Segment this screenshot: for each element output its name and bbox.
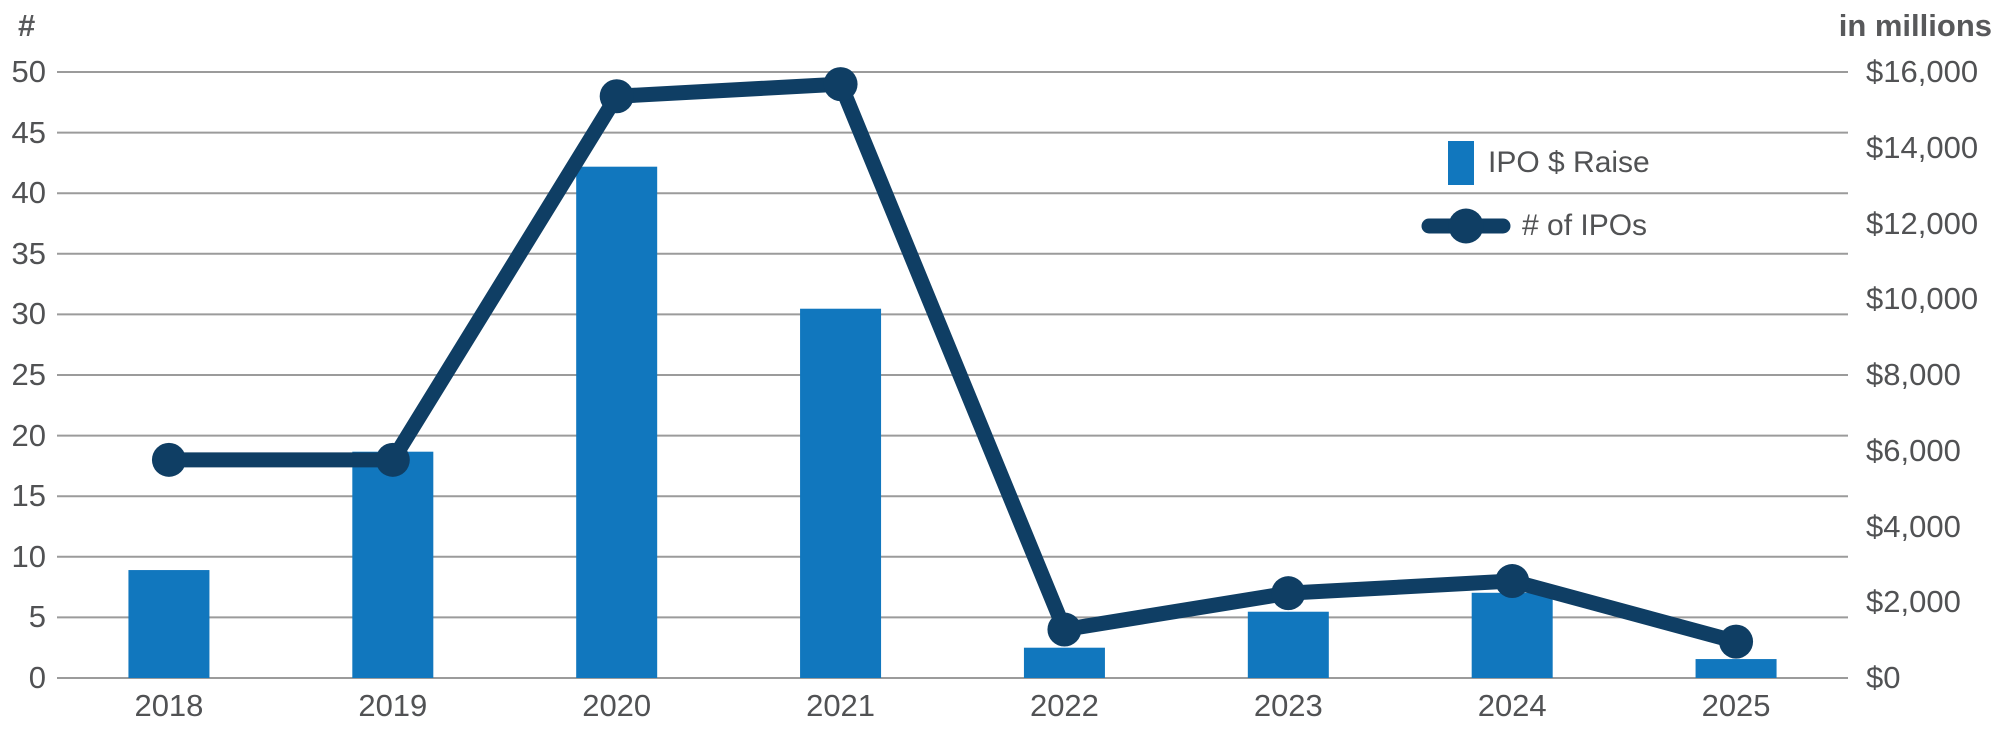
left-tick-15: 15 bbox=[11, 478, 46, 514]
ipos-point-2022 bbox=[1047, 612, 1082, 647]
ipos-point-2021 bbox=[823, 67, 858, 102]
left-tick-20: 20 bbox=[11, 417, 46, 453]
right-tick-4000: $4,000 bbox=[1866, 508, 1961, 544]
x-tick-2020: 2020 bbox=[582, 688, 652, 723]
bar-2019 bbox=[352, 451, 434, 678]
right-tick-8000: $8,000 bbox=[1866, 357, 1961, 392]
x-tick-2019: 2019 bbox=[358, 688, 428, 723]
bar-2020 bbox=[576, 166, 658, 678]
left-tick-40: 40 bbox=[11, 175, 46, 211]
right-tick-14000: $14,000 bbox=[1866, 129, 1979, 165]
left-tick-50: 50 bbox=[11, 54, 46, 89]
x-tick-2018: 2018 bbox=[134, 688, 204, 723]
right-tick-6000: $6,000 bbox=[1866, 432, 1961, 468]
ipos-line bbox=[161, 76, 1744, 650]
left-tick-25: 25 bbox=[11, 357, 46, 392]
legend: IPO $ Raise # of IPOs bbox=[1420, 140, 1650, 244]
x-tick-2023: 2023 bbox=[1253, 688, 1323, 723]
bar-2023 bbox=[1247, 611, 1329, 678]
bar-2021 bbox=[800, 308, 882, 678]
left-tick-0: 0 bbox=[28, 660, 46, 695]
x-tick-2024: 2024 bbox=[1477, 688, 1547, 723]
ipos-point-2018 bbox=[151, 442, 186, 477]
ipos-point-2025 bbox=[1719, 624, 1754, 659]
left-tick-35: 35 bbox=[11, 235, 46, 271]
right-tick-16000: $16,000 bbox=[1866, 54, 1979, 89]
left-tick-10: 10 bbox=[11, 538, 46, 574]
left-tick-30: 30 bbox=[11, 296, 46, 332]
right-tick-2000: $2,000 bbox=[1866, 584, 1961, 620]
left-tick-5: 5 bbox=[28, 599, 46, 635]
bar-2024 bbox=[1471, 592, 1553, 678]
x-tick-2021: 2021 bbox=[806, 688, 876, 723]
left-axis-title: # bbox=[18, 8, 36, 43]
bar-2025 bbox=[1695, 659, 1777, 678]
ipos-point-2019 bbox=[375, 442, 410, 477]
x-tick-2022: 2022 bbox=[1029, 688, 1099, 723]
right-axis-title: in millions bbox=[1838, 8, 1992, 43]
ipos-point-2024 bbox=[1495, 564, 1530, 599]
x-tick-2025: 2025 bbox=[1701, 688, 1771, 723]
ipos-point-2023 bbox=[1271, 576, 1306, 611]
left-tick-45: 45 bbox=[11, 114, 46, 150]
right-tick-12000: $12,000 bbox=[1866, 205, 1979, 241]
legend-item-ipo-raise: IPO $ Raise bbox=[1420, 140, 1650, 186]
bar-swatch-icon bbox=[1448, 141, 1474, 185]
legend-label-ipo-raise: IPO $ Raise bbox=[1488, 146, 1650, 179]
right-tick-0: $0 bbox=[1866, 660, 1901, 695]
legend-item-num-ipos: # of IPOs bbox=[1420, 208, 1650, 244]
line-swatch-icon bbox=[1421, 208, 1511, 244]
right-tick-10000: $10,000 bbox=[1866, 281, 1979, 317]
ipos-point-2020 bbox=[599, 79, 634, 114]
bar-2022 bbox=[1023, 647, 1105, 678]
legend-label-num-ipos: # of IPOs bbox=[1522, 209, 1648, 242]
bar-2018 bbox=[128, 570, 210, 678]
